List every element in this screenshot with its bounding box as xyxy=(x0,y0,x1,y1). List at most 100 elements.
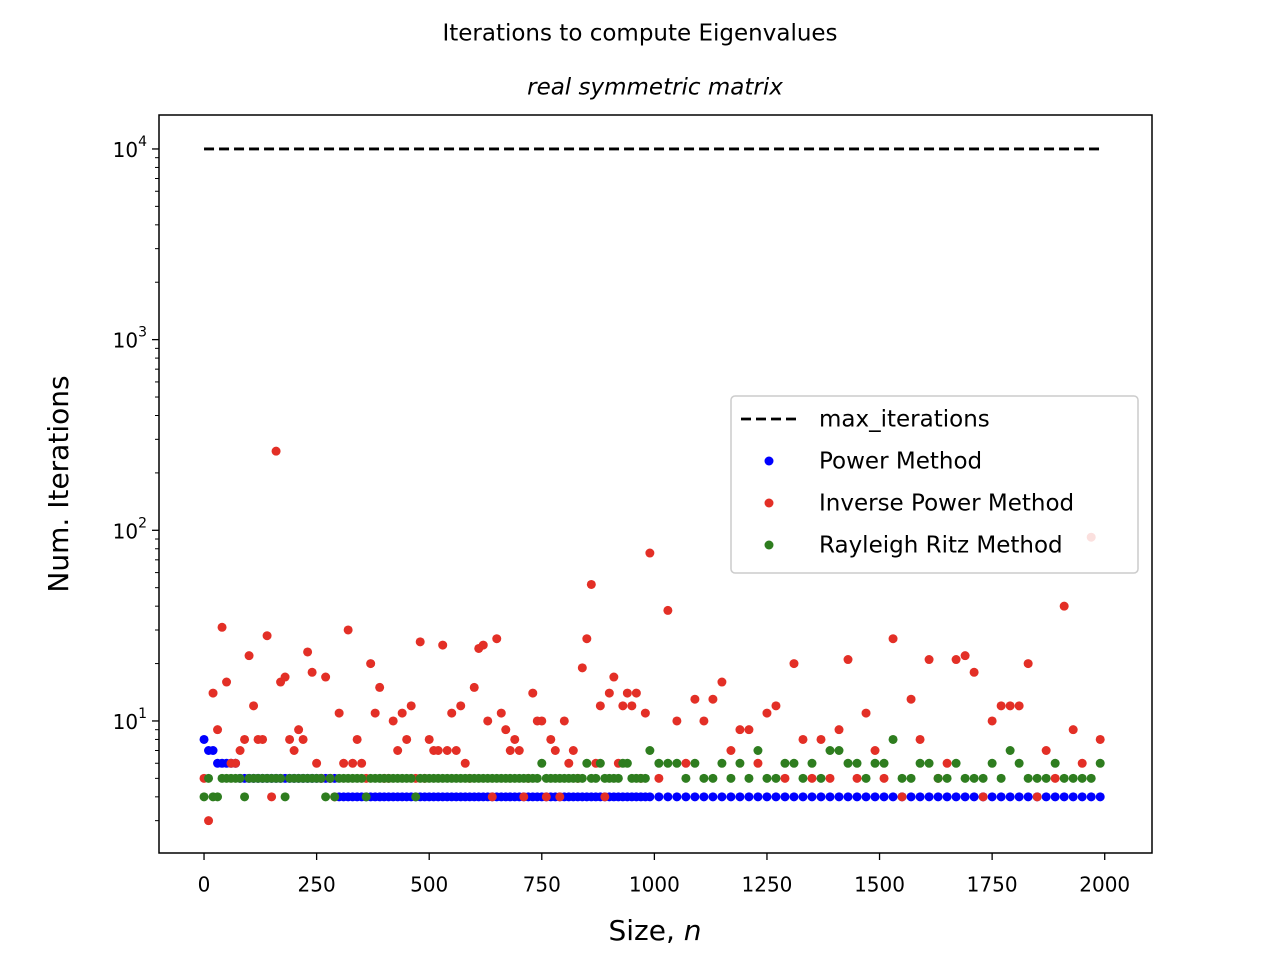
data-point xyxy=(442,745,452,755)
data-point xyxy=(906,694,916,704)
data-point xyxy=(807,773,817,783)
data-point xyxy=(1050,758,1060,768)
data-point xyxy=(852,773,862,783)
data-point xyxy=(708,694,718,704)
data-point xyxy=(879,758,889,768)
data-point xyxy=(586,579,596,589)
data-point xyxy=(577,773,587,783)
data-point xyxy=(690,694,700,704)
x-tick-label: 1000 xyxy=(629,873,680,897)
data-point xyxy=(960,773,970,783)
y-tick-label: 101 xyxy=(113,706,147,734)
data-point xyxy=(969,667,979,677)
x-tick-label: 2000 xyxy=(1079,873,1130,897)
data-point xyxy=(1041,792,1051,802)
data-point xyxy=(933,773,943,783)
data-point xyxy=(280,792,290,802)
data-point xyxy=(897,773,907,783)
data-point xyxy=(663,792,673,802)
data-point xyxy=(906,773,916,783)
data-point xyxy=(528,688,538,698)
data-point xyxy=(222,677,232,687)
data-point xyxy=(1005,792,1015,802)
data-point xyxy=(307,667,317,677)
data-point xyxy=(996,773,1006,783)
data-point xyxy=(546,734,556,744)
data-point xyxy=(1041,773,1051,783)
y-tick-base: 10 xyxy=(113,709,138,733)
data-point xyxy=(690,758,700,768)
data-point xyxy=(1086,792,1096,802)
data-point xyxy=(505,745,515,755)
data-point xyxy=(699,792,709,802)
data-point xyxy=(267,792,277,802)
data-point xyxy=(537,758,547,768)
data-point xyxy=(879,792,889,802)
data-point xyxy=(568,745,578,755)
data-point xyxy=(564,758,574,768)
data-point xyxy=(640,773,650,783)
data-point xyxy=(199,734,209,744)
data-point xyxy=(915,758,925,768)
data-point xyxy=(996,701,1006,711)
y-tick-exponent: 3 xyxy=(138,325,147,341)
data-point xyxy=(406,701,416,711)
data-point xyxy=(213,725,223,735)
data-point xyxy=(1077,758,1087,768)
data-point xyxy=(631,688,641,698)
data-point xyxy=(888,734,898,744)
data-point xyxy=(717,758,727,768)
data-point xyxy=(681,773,691,783)
data-point xyxy=(582,634,592,644)
data-point xyxy=(672,758,682,768)
data-point xyxy=(663,758,673,768)
data-point xyxy=(762,792,772,802)
y-tick-exponent: 1 xyxy=(138,706,147,722)
data-point xyxy=(771,701,781,711)
legend-label: max_iterations xyxy=(819,407,990,433)
data-point xyxy=(339,758,349,768)
data-point xyxy=(514,745,524,755)
data-point xyxy=(361,792,371,802)
data-point xyxy=(708,792,718,802)
data-point xyxy=(852,758,862,768)
data-point xyxy=(204,816,214,826)
data-point xyxy=(487,792,497,802)
data-point xyxy=(942,758,952,768)
data-point xyxy=(717,677,727,687)
data-point xyxy=(483,716,493,726)
data-point xyxy=(699,773,709,783)
data-point xyxy=(366,659,376,669)
data-point xyxy=(352,734,362,744)
data-point xyxy=(1068,725,1078,735)
data-point xyxy=(771,773,781,783)
data-point xyxy=(235,773,245,783)
data-point xyxy=(1014,758,1024,768)
data-point xyxy=(654,792,664,802)
data-point xyxy=(258,734,268,744)
data-point xyxy=(987,792,997,802)
data-point xyxy=(834,745,844,755)
data-point xyxy=(334,708,344,718)
data-point xyxy=(613,773,623,783)
data-point xyxy=(834,792,844,802)
data-point xyxy=(951,758,961,768)
y-tick-exponent: 4 xyxy=(138,134,147,150)
data-point xyxy=(478,640,488,650)
data-point xyxy=(996,792,1006,802)
data-point xyxy=(199,792,209,802)
data-point xyxy=(532,773,542,783)
data-point xyxy=(357,773,367,783)
data-point xyxy=(663,605,673,615)
legend-box xyxy=(730,395,1139,574)
data-point xyxy=(744,725,754,735)
legend-label: Rayleigh Ritz Method xyxy=(819,533,1063,559)
data-point xyxy=(357,758,367,768)
data-point xyxy=(204,773,214,783)
data-point xyxy=(1077,792,1087,802)
data-point xyxy=(555,792,565,802)
data-point xyxy=(343,625,353,635)
x-axis-label: Size, n xyxy=(608,914,701,947)
data-point xyxy=(1023,773,1033,783)
data-point xyxy=(672,792,682,802)
